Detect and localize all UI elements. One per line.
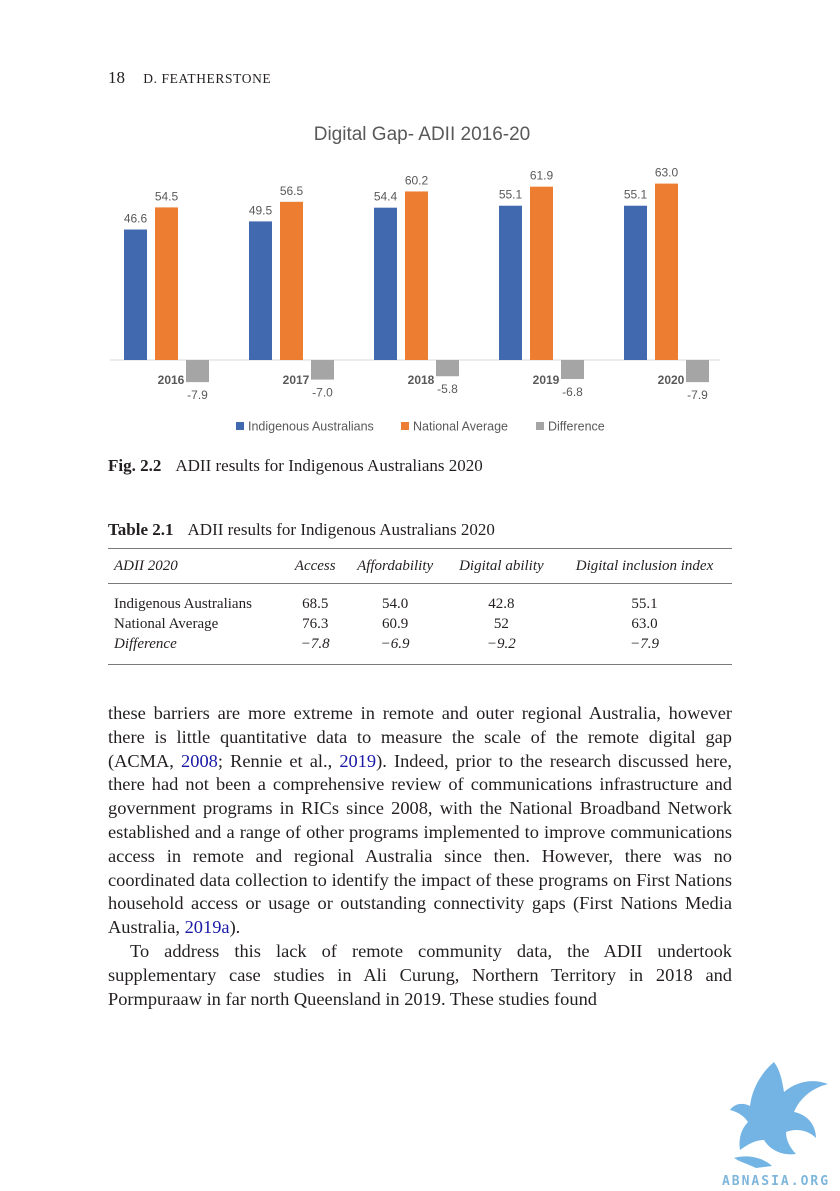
data-label: -5.8 bbox=[437, 382, 458, 396]
data-label: 49.5 bbox=[249, 203, 273, 217]
chart-title: Digital Gap- ADII 2016-20 bbox=[314, 124, 531, 145]
bar-difference-2017 bbox=[311, 360, 334, 380]
table-cell: −7.9 bbox=[557, 634, 732, 665]
citation-link[interactable]: 2019a bbox=[184, 917, 230, 938]
adii-table: ADII 2020 Access Affordability Digital a… bbox=[108, 548, 732, 665]
bar-indigenous-australians-2017 bbox=[249, 221, 272, 360]
page-number: 18 bbox=[108, 68, 125, 87]
x-tick-label: 2016 bbox=[158, 373, 185, 387]
text-run: ). Indeed, prior to the research discuss… bbox=[108, 750, 732, 938]
citation-link[interactable]: 2019 bbox=[339, 750, 377, 771]
legend-swatch bbox=[236, 422, 244, 430]
data-label: 46.6 bbox=[124, 212, 148, 226]
table-header: Digital ability bbox=[445, 548, 558, 584]
watermark-logo: ABNASIA.ORG bbox=[722, 1062, 830, 1189]
data-label: 63.0 bbox=[655, 166, 679, 180]
table-cell: 42.8 bbox=[488, 595, 515, 612]
text-run: ; Rennie et al., bbox=[217, 750, 340, 771]
bar-difference-2019 bbox=[561, 360, 584, 380]
text-run: ). bbox=[229, 917, 241, 938]
x-tick-label: 2017 bbox=[283, 373, 310, 387]
bar-national-average-2017 bbox=[280, 201, 303, 360]
table-label: Table 2.1 bbox=[108, 520, 174, 539]
chart-tick-labels: 2016 2017 2018 2019 2020 bbox=[158, 373, 685, 387]
x-tick-label: 2019 bbox=[533, 373, 560, 387]
figure-caption-text: ADII results for Indigenous Australians … bbox=[175, 456, 483, 475]
data-label: 55.1 bbox=[499, 188, 523, 202]
data-label: -7.9 bbox=[187, 388, 208, 402]
body-text: these barriers are more extreme in remot… bbox=[108, 702, 732, 1011]
table-header-row: ADII 2020 Access Affordability Digital a… bbox=[108, 548, 732, 584]
data-label: 60.2 bbox=[405, 173, 429, 187]
table-cell: National Average bbox=[114, 615, 219, 632]
table-header: ADII 2020 bbox=[108, 548, 286, 584]
table-header: Digital inclusion index bbox=[557, 548, 732, 584]
table-cell: −9.2 bbox=[445, 634, 558, 665]
bar-indigenous-australians-2018 bbox=[374, 207, 397, 360]
table-cell: 60.9 bbox=[381, 615, 409, 632]
bar-difference-2020 bbox=[686, 360, 709, 383]
table-caption-text: ADII results for Indigenous Australians … bbox=[187, 520, 495, 539]
legend-item: Indigenous Australians bbox=[248, 420, 374, 434]
table-cell: 55.1 bbox=[631, 595, 658, 612]
figure-caption: Fig. 2.2 ADII results for Indigenous Aust… bbox=[108, 456, 483, 476]
griffin-icon bbox=[730, 1062, 828, 1168]
data-label: 54.5 bbox=[155, 189, 179, 203]
table-cell: 76.3 bbox=[302, 615, 329, 632]
bar-national-average-2018 bbox=[405, 191, 428, 360]
table-caption: Table 2.1 ADII results for Indigenous Aus… bbox=[108, 520, 495, 540]
chart-legend: Indigenous Australians National Average Di… bbox=[236, 420, 605, 434]
bar-difference-2018 bbox=[436, 360, 459, 377]
running-head: 18 D. FEATHERSTONE bbox=[108, 68, 271, 88]
body-paragraph: these barriers are more extreme in remot… bbox=[108, 702, 732, 940]
table-cell: 54.0 bbox=[381, 595, 409, 612]
x-tick-label: 2020 bbox=[658, 373, 685, 387]
bar-difference-2016 bbox=[186, 360, 209, 383]
table-header: Access bbox=[285, 548, 345, 584]
citation-link[interactable]: 2008 bbox=[181, 750, 218, 771]
table-row: National Average 76.3 60.9 52 63.0 bbox=[108, 614, 732, 634]
watermark-text: ABNASIA.ORG bbox=[722, 1174, 830, 1189]
x-tick-label: 2018 bbox=[408, 373, 435, 387]
data-label: -7.0 bbox=[312, 386, 333, 400]
bar-national-average-2019 bbox=[530, 186, 553, 360]
legend-swatch bbox=[401, 422, 409, 430]
bar-national-average-2020 bbox=[655, 183, 678, 360]
table-cell: 63.0 bbox=[631, 615, 658, 632]
legend-item: Difference bbox=[548, 420, 605, 434]
table-cell: 52 bbox=[493, 615, 509, 632]
bar-indigenous-australians-2019 bbox=[499, 205, 522, 360]
figure-label: Fig. 2.2 bbox=[108, 456, 162, 475]
table-cell: 68.5 bbox=[302, 595, 329, 612]
bar-national-average-2016 bbox=[155, 207, 178, 360]
digital-gap-chart: Digital Gap- ADII 2016-20 46.6 54.5 -7.9 49… bbox=[110, 124, 720, 434]
data-label: 61.9 bbox=[530, 169, 554, 183]
bar-indigenous-australians-2020 bbox=[624, 205, 647, 360]
body-paragraph: To address this lack of remote community… bbox=[108, 940, 732, 1009]
data-label: 54.4 bbox=[374, 190, 398, 204]
legend-item: National Average bbox=[413, 420, 508, 434]
chart-bars: 46.6 54.5 -7.9 49.5 56.5 -7.0 54.4 60.2 -5.8 55.1… bbox=[124, 166, 709, 402]
table-cell: −6.9 bbox=[344, 634, 446, 665]
data-label: 56.5 bbox=[280, 184, 304, 198]
table-row: Indigenous Australians 68.5 54.0 42.8 55… bbox=[108, 584, 732, 615]
running-head-author: D. FEATHERSTONE bbox=[143, 71, 272, 86]
table-cell: Indigenous Australians bbox=[114, 595, 252, 612]
data-label: -6.8 bbox=[562, 385, 583, 399]
data-label: 55.1 bbox=[624, 188, 648, 202]
table-row: Difference −7.8 −6.9 −9.2 −7.9 bbox=[108, 634, 732, 665]
table-header: Affordability bbox=[344, 548, 446, 584]
data-label: -7.9 bbox=[687, 388, 708, 402]
table-cell: −7.8 bbox=[285, 634, 345, 665]
bar-indigenous-australians-2016 bbox=[124, 229, 147, 360]
table-cell: Difference bbox=[108, 634, 286, 665]
text-run: these barriers are more extreme in remot… bbox=[108, 703, 732, 771]
legend-swatch bbox=[536, 422, 544, 430]
